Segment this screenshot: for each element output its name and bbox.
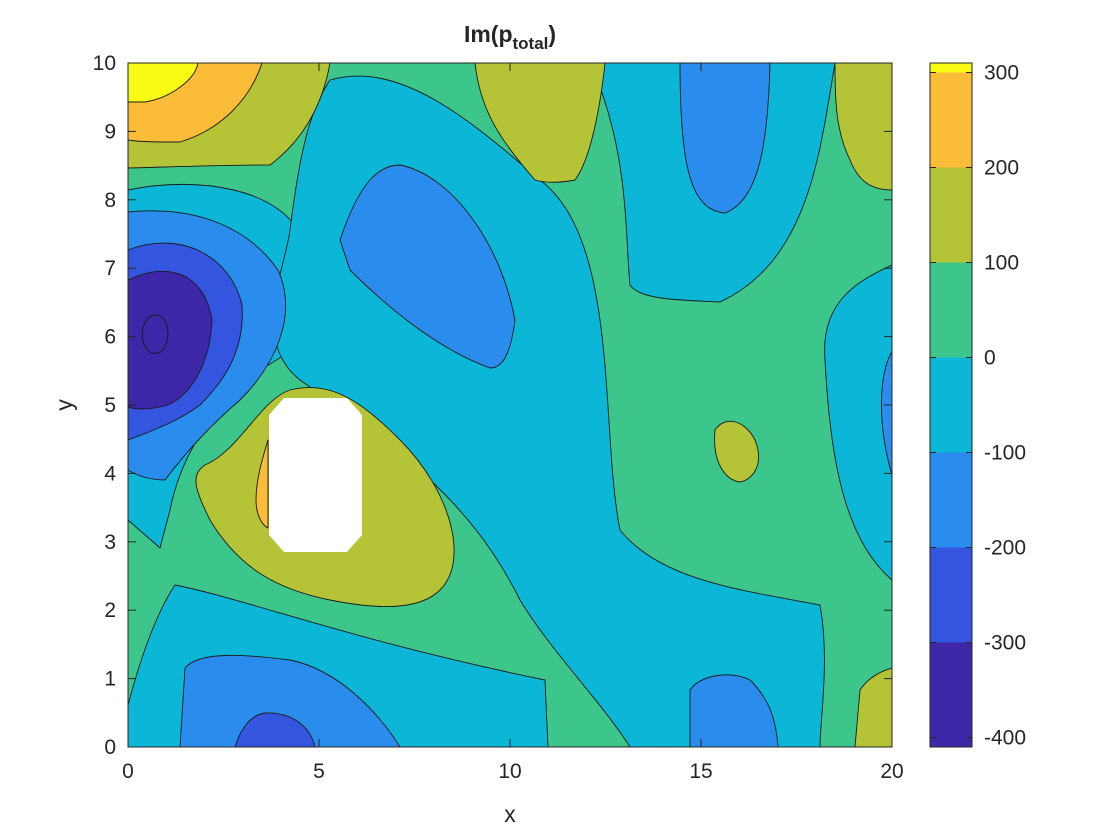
colorbar-tick-label: 300 (984, 62, 1019, 85)
y-tick-label: 0 (104, 736, 116, 759)
contour-region (679, 63, 771, 214)
contour-region (339, 164, 516, 369)
contour-region (128, 63, 199, 103)
y-tick-label: 1 (104, 668, 116, 691)
colorbar-tick-label: -100 (984, 442, 1026, 465)
y-axis: 0 1 2 3 4 5 6 7 8 9 10 (93, 52, 892, 759)
y-axis-label: y (51, 399, 77, 411)
x-tick-label: 0 (122, 760, 134, 783)
obstacle-region (269, 398, 362, 552)
colorbar-tick-label: 100 (984, 252, 1019, 275)
colorbar-segment (930, 452, 972, 548)
colorbar: 300 200 100 0 -100 -200 -300 -400 (929, 62, 1026, 750)
colorbar-segment (930, 262, 972, 358)
y-tick-label: 9 (104, 120, 116, 143)
colorbar-segment (930, 167, 972, 263)
y-tick-label: 8 (104, 189, 116, 212)
y-tick-label: 4 (104, 462, 116, 485)
y-tick-label: 5 (104, 394, 116, 417)
colorbar-tick-label: 0 (984, 347, 996, 370)
plot-area (128, 63, 892, 747)
colorbar-segment (930, 72, 972, 168)
contour-region (179, 654, 401, 747)
x-tick-label: 5 (313, 760, 325, 783)
colorbar-tick-label: -200 (984, 537, 1026, 560)
x-tick-label: 20 (880, 760, 903, 783)
chart-title-subscript: total (513, 34, 549, 53)
contour-region (234, 712, 316, 747)
colorbar-segment (930, 63, 972, 73)
colorbar-tick-label: 200 (984, 157, 1019, 180)
y-tick-label: 7 (104, 257, 116, 280)
y-tick-label: 2 (104, 599, 116, 622)
x-axis-label: x (504, 801, 516, 827)
chart-title: Im(ptotal) (464, 21, 556, 53)
contour-region (128, 271, 213, 410)
colorbar-tick-label: -400 (984, 727, 1026, 750)
contour-region (881, 351, 892, 476)
contour-region (689, 674, 779, 747)
contour-regions (128, 63, 892, 747)
colorbar-segment (930, 357, 972, 453)
x-tick-label: 10 (498, 760, 521, 783)
contour-region (854, 667, 892, 747)
contour-region (255, 439, 269, 529)
colorbar-tick-label: -300 (984, 632, 1026, 655)
chart-title-close: ) (548, 21, 556, 47)
contour-region (714, 420, 760, 483)
contour-min-loop (141, 314, 169, 354)
contour-region (474, 63, 606, 183)
y-tick-label: 3 (104, 531, 116, 554)
contour-region (834, 63, 892, 191)
x-axis: 0 5 10 15 20 (122, 63, 904, 783)
colorbar-segment (930, 642, 972, 747)
x-tick-label: 15 (689, 760, 712, 783)
contour-region (824, 264, 892, 581)
colorbar-segment (930, 547, 972, 643)
colorbar-frame (929, 62, 973, 748)
y-tick-label: 10 (93, 52, 116, 75)
y-tick-label: 6 (104, 326, 116, 349)
